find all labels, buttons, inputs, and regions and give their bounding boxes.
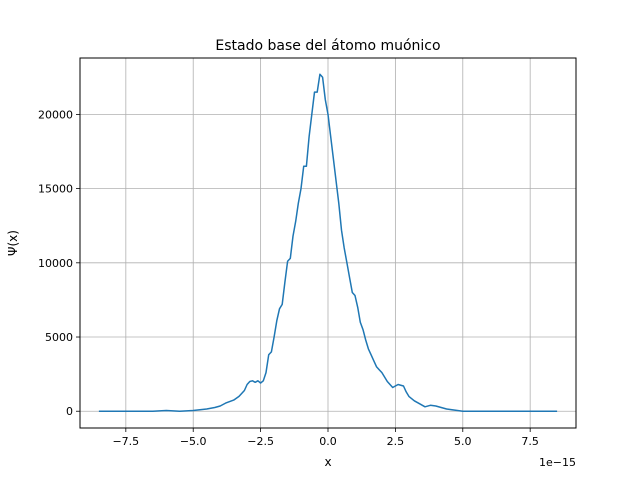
y-tick-label: 0 [66,405,73,418]
y-tick-label: 20000 [38,108,73,121]
x-tick-label: 2.5 [387,435,405,448]
y-tick-label: 10000 [38,257,73,270]
x-ticks: −7.5 −5.0 −2.5 0.0 2.5 5.0 7.5 [112,428,539,448]
x-offset-label: 1e−15 [539,456,576,469]
x-tick-label: 0.0 [319,435,337,448]
x-tick-label: −7.5 [112,435,139,448]
x-tick-label: 7.5 [521,435,539,448]
y-axis-label: Ψ(x) [6,230,20,256]
y-tick-label: 15000 [38,183,73,196]
x-axis-label: x [324,455,331,469]
series-layer [98,73,558,412]
x-tick-label: −2.5 [247,435,274,448]
y-tick-label: 5000 [45,331,73,344]
series-line [98,73,558,412]
chart-title: Estado base del átomo muónico [215,38,440,54]
y-ticks: 0 5000 10000 15000 20000 [38,108,80,418]
x-tick-label: 5.0 [454,435,472,448]
x-tick-label: −5.0 [180,435,207,448]
